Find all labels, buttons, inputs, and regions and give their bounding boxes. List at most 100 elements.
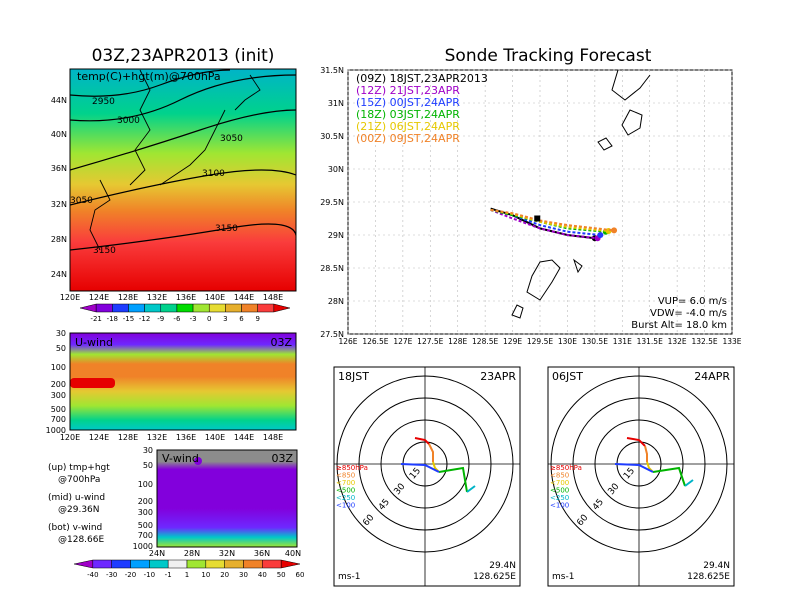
contour-label-3000: 3000 [117, 116, 140, 126]
map-xtick: 120E [60, 293, 80, 302]
map-xtick: 136E [176, 293, 196, 302]
contour-label-3100: 3100 [202, 169, 225, 179]
v-ytick: 700 [138, 531, 153, 540]
polar-unit: ms-1 [338, 572, 360, 582]
hodograph-segment [400, 463, 440, 473]
wind-colorbar-swatch [73, 559, 94, 569]
colorbar-swatch [192, 303, 210, 313]
polar-frame [333, 366, 521, 587]
map-ytick: 32N [51, 200, 67, 209]
wind-colorbar-swatch [224, 559, 244, 569]
track-ytick: 31.5N [320, 66, 344, 75]
legend-entry: (12Z) 21JST,23APR [356, 84, 460, 97]
u-ytick: 500 [51, 405, 66, 414]
legend-entry: (09Z) 18JST,23APR2013 [356, 72, 488, 85]
u-wind-label: U-wind [75, 336, 113, 349]
hodograph-segment [644, 445, 648, 462]
v-xtick: 28N [184, 549, 200, 558]
track-xtick: 126.5E [362, 337, 388, 346]
desc-mid: (mid) u-wind [48, 493, 105, 503]
track-xtick: 133E [722, 337, 741, 346]
u-xtick: 136E [176, 433, 196, 442]
colorbar-label: 0 [207, 315, 211, 323]
map-ytick: 44N [51, 96, 67, 105]
colorbar-swatch [112, 303, 129, 313]
colorbar-swatch [241, 303, 258, 313]
wind-colorbar-label: 20 [220, 571, 229, 579]
polar-level-label: <250 [550, 494, 569, 502]
legend-entry: (00Z) 09JST,24APR [356, 132, 460, 145]
contour-2950 [70, 69, 231, 97]
track-xtick: 131E [613, 337, 632, 346]
polar-unit: ms-1 [552, 572, 574, 582]
wind-colorbar-label: -40 [87, 571, 98, 579]
panel-description: (up) tmp+hgt @700hPa (mid) u-wind @29.36… [48, 463, 110, 545]
colorbar-label: 3 [223, 315, 227, 323]
track-ytick: 30.5N [320, 132, 344, 141]
polar-lon: 128.625E [473, 572, 516, 582]
wind-colorbar-swatch [92, 559, 112, 569]
contour-label-3150-east: 3150 [215, 224, 238, 234]
u-ytick: 50 [56, 344, 66, 353]
contour-label-3050-west: 3050 [70, 196, 93, 206]
polar-level-label: <250 [336, 494, 355, 502]
desc-bot-level: @128.66E [58, 535, 104, 545]
map-xtick: 124E [89, 293, 109, 302]
u-ytick: 100 [51, 363, 66, 372]
legend-entry: (21Z) 06JST,24APR [356, 120, 460, 133]
colorbar-swatch [160, 303, 178, 313]
u-ytick: 300 [51, 391, 66, 400]
param-vdw: VDW= -4.0 m/s [650, 308, 727, 319]
u-xtick: 124E [89, 433, 109, 442]
contour-label-3150-west: 3150 [93, 246, 116, 256]
track-grid [347, 69, 733, 335]
polar-level-label: <100 [550, 502, 569, 510]
wind-colorbar-label: 1 [185, 571, 189, 579]
track-xtick: 129.5E [527, 337, 553, 346]
wind-colorbar-label: 10 [201, 571, 210, 579]
v-ytick: 200 [138, 497, 153, 506]
wind-colorbar-label: 30 [239, 571, 248, 579]
track-xtick: 132.5E [691, 337, 717, 346]
u-xtick: 120E [60, 433, 80, 442]
polar-time: 06JST [552, 370, 583, 383]
track-xtick: 126E [338, 337, 357, 346]
v-xtick: 32N [219, 549, 235, 558]
desc-up-level: @700hPa [58, 475, 100, 485]
polar-level-label: <700 [550, 479, 569, 487]
wind-colorbar-label: -10 [144, 571, 155, 579]
u-ytick: 1000 [46, 426, 66, 435]
colorbar-label: 6 [239, 315, 244, 323]
v-wind-label: V-wind [162, 452, 199, 465]
contour-label-2950: 2950 [92, 97, 115, 107]
colorbar-label: -12 [139, 315, 150, 323]
track-endpoint [611, 227, 618, 234]
hodograph-segment [614, 463, 654, 473]
track-ytick: 29N [328, 231, 344, 240]
hodograph-segment [466, 485, 476, 493]
right-title: Sonde Tracking Forecast [445, 46, 652, 66]
u-wind-panel: U-wind 03Z 30 50 100 200 300 500 700 100… [46, 329, 297, 442]
polar-level-label: <700 [336, 479, 355, 487]
colorbar-label: -9 [157, 315, 164, 323]
coastlines [89, 69, 261, 251]
track-xtick: 130E [558, 337, 577, 346]
map-xtick: 148E [263, 293, 283, 302]
map-ytick: 40N [51, 130, 67, 139]
track-series [490, 207, 618, 242]
colorbar-swatch [128, 303, 145, 313]
u-xtick: 148E [263, 433, 283, 442]
wind-colorbar-swatch [186, 559, 207, 569]
legend-entry: (15Z) 00JST,24APR [356, 96, 460, 109]
u-xtick: 140E [205, 433, 225, 442]
u-xtick: 132E [147, 433, 167, 442]
v-wind-time: 03Z [271, 452, 293, 465]
wind-colorbar-label: -30 [106, 571, 117, 579]
colorbar-swatch [208, 303, 226, 313]
u-wind-jet-core [70, 378, 115, 388]
track-ytick: 28N [328, 297, 344, 306]
map-label: temp(C)+hgt(m)@700hPa [77, 70, 221, 83]
polar-level-label: <500 [336, 487, 355, 495]
map-xtick: 144E [234, 293, 254, 302]
